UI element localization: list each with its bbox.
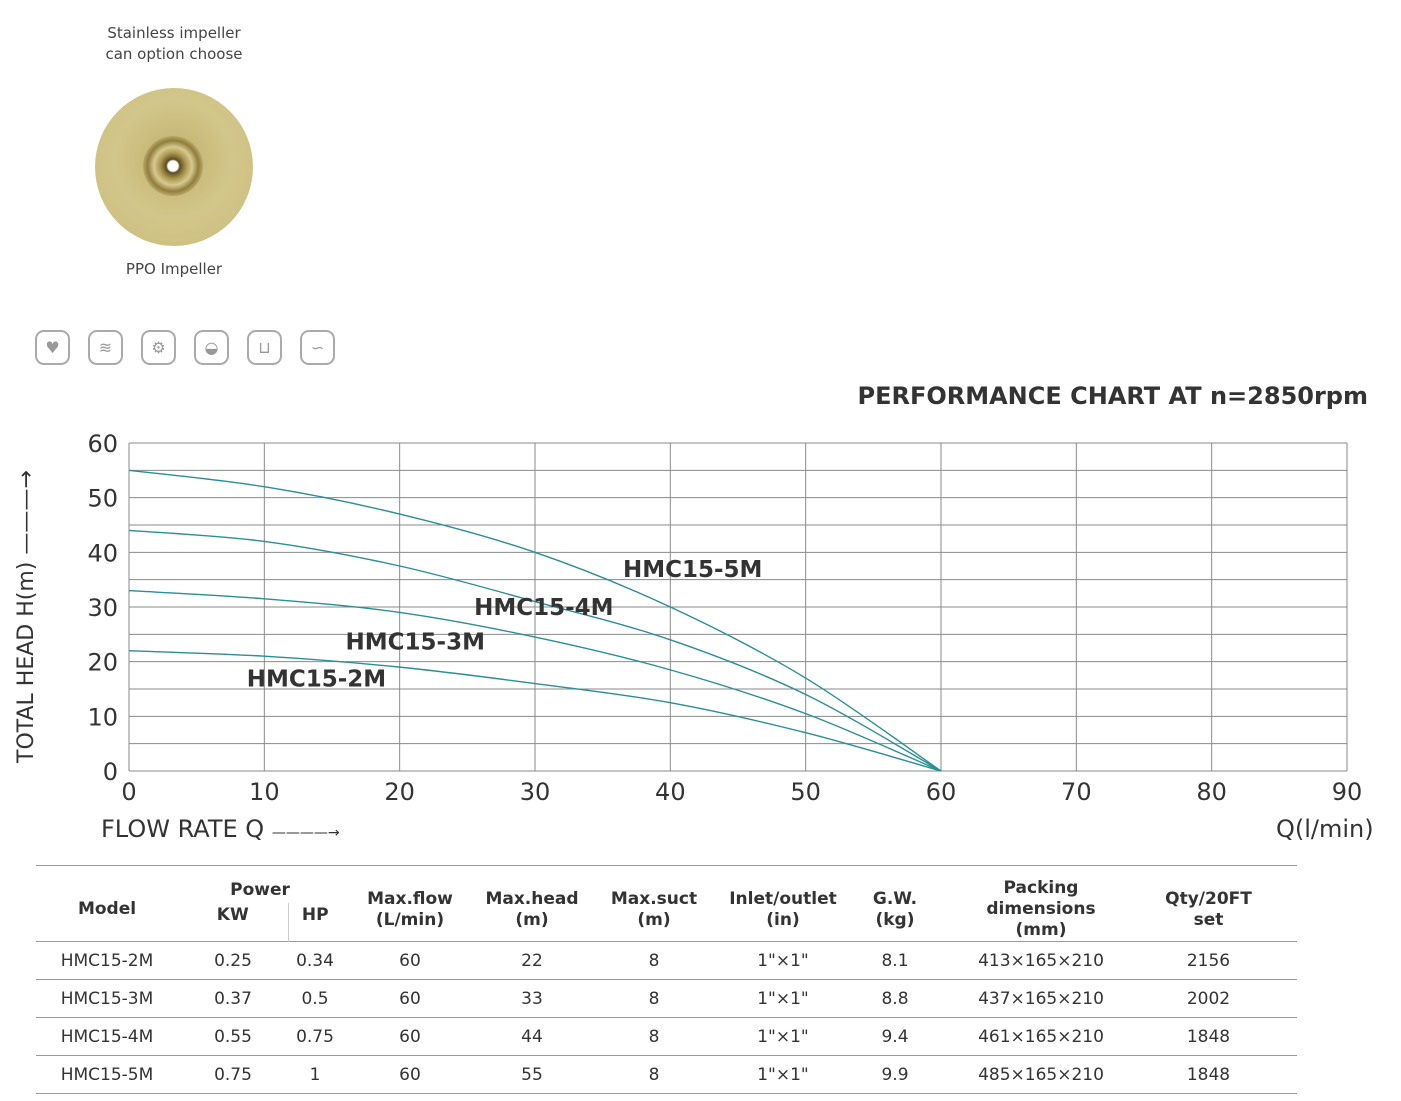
series-curve-hmc15-4m [128, 529, 942, 772]
header-flow: Max.flow (L/min) [367, 888, 453, 930]
table-cell: 44 [478, 1017, 586, 1056]
header-model: Model [77, 899, 137, 919]
y-tick-label: 30 [87, 594, 118, 622]
header-hp: HP [287, 902, 342, 942]
table-cell: 22 [478, 941, 586, 980]
y-tick-label: 50 [87, 485, 118, 513]
home-garden-icon: ♥ [35, 330, 70, 365]
caption-line-1: Stainless impeller [107, 24, 241, 42]
farm-field-icon: ≋ [88, 330, 123, 365]
table-cell: 1"×1" [722, 941, 844, 980]
table-cell: 8 [586, 1055, 722, 1094]
table-cell: 0.75 [288, 1017, 342, 1056]
chart-title: PERFORMANCE CHART AT n=2850rpm [857, 382, 1368, 410]
impeller-caption-bottom: PPO Impeller [125, 260, 223, 278]
table-cell: 60 [342, 1017, 478, 1056]
application-icons: ♥ ≋ ⚙ ◒ ⊔ ∽ [35, 330, 335, 365]
table-cell: HMC15-4M [36, 1017, 178, 1056]
x-tick-label: 70 [1061, 778, 1092, 806]
table-cell: 1"×1" [722, 1017, 844, 1056]
caption-line-2: can option choose [105, 45, 243, 63]
impeller-caption-top: Stainless impeller can option choose [74, 23, 274, 65]
table-cell: 0.37 [178, 979, 288, 1018]
x-tick-label: 30 [520, 778, 551, 806]
table-cell: 0.34 [288, 941, 342, 980]
table-cell: 461×165×210 [946, 1017, 1136, 1056]
table-cell: HMC15-3M [36, 979, 178, 1018]
table-cell: HMC15-2M [36, 941, 178, 980]
series-label: HMC15-4M [474, 595, 613, 621]
table-cell: 1"×1" [722, 979, 844, 1018]
table-cell: 437×165×210 [946, 979, 1136, 1018]
series-curve-hmc15-2m [128, 650, 942, 772]
table-cell: 1 [288, 1055, 342, 1094]
table-cell: 60 [342, 941, 478, 980]
wheelbarrow-icon: ◒ [194, 330, 229, 365]
table-cell: 485×165×210 [946, 1055, 1136, 1094]
y-tick-label: 10 [87, 703, 118, 731]
table-cell: 1848 [1136, 1055, 1281, 1094]
header-power: Power [230, 879, 290, 900]
table-cell: 33 [478, 979, 586, 1018]
y-tick-label: 40 [87, 539, 118, 567]
table-row: HMC15-4M 0.55 0.75 60 44 8 1"×1" 9.4 461×165×210… [36, 1017, 1297, 1056]
header-gw: G.W. (kg) [872, 888, 918, 930]
water-tank-icon: ⊔ [247, 330, 282, 365]
x-tick-label: 90 [1332, 778, 1363, 806]
table-cell: 2156 [1136, 941, 1281, 980]
series-label: HMC15-3M [346, 630, 485, 656]
table-cell: 8 [586, 941, 722, 980]
table-cell: 1848 [1136, 1017, 1281, 1056]
table-cell: 55 [478, 1055, 586, 1094]
y-tick-label: 0 [103, 758, 118, 786]
header-qty: Qty/20FT set [1165, 888, 1252, 930]
header-head: Max.head (m) [485, 888, 579, 930]
x-axis-unit: Q(l/min) [1276, 815, 1374, 843]
water-pipe-icon: ∽ [300, 330, 335, 365]
performance-chart: 0 10 20 30 40 50 60 70 80 90 0 10 20 30 40 50 60 HMC15-5M… [87, 430, 1363, 806]
table-cell: 2002 [1136, 979, 1281, 1018]
impeller-hub [143, 136, 203, 196]
series-curve-hmc15-3m [128, 589, 942, 772]
table-cell: 8 [586, 979, 722, 1018]
gears-icon: ⚙ [141, 330, 176, 365]
x-tick-label: 0 [121, 778, 136, 806]
x-tick-label: 50 [790, 778, 821, 806]
header-pack: Packing dimensions (mm) [986, 878, 1096, 940]
table-cell: 8.1 [844, 941, 946, 980]
header-kw: KW [216, 904, 249, 925]
table-cell: 8 [586, 1017, 722, 1056]
table-cell: 9.9 [844, 1055, 946, 1094]
x-axis-label-text: FLOW RATE Q [101, 815, 265, 843]
spec-table: Model Power Max.flow (L/min) Max.head (m) … [36, 865, 1297, 1094]
x-tick-label: 60 [926, 778, 957, 806]
table-cell: 0.25 [178, 941, 288, 980]
table-cell: 60 [342, 979, 478, 1018]
table-cell: 60 [342, 1055, 478, 1094]
x-tick-label: 80 [1196, 778, 1227, 806]
y-tick-label: 60 [87, 430, 118, 458]
series-label: HMC15-2M [247, 666, 386, 692]
table-cell: 9.4 [844, 1017, 946, 1056]
series-label: HMC15-5M [623, 557, 762, 583]
table-cell: 8.8 [844, 979, 946, 1018]
table-row: HMC15-5M 0.75 1 60 55 8 1"×1" 9.9 485×165×210 184… [36, 1055, 1297, 1094]
series-curve-hmc15-5m [128, 469, 942, 772]
table-cell: HMC15-5M [36, 1055, 178, 1094]
table-cell: 1"×1" [722, 1055, 844, 1094]
table-cell: 0.5 [288, 979, 342, 1018]
table-cell: 0.55 [178, 1017, 288, 1056]
table-row: HMC15-3M 0.37 0.5 60 33 8 1"×1" 8.8 437×165×210 2… [36, 979, 1297, 1018]
x-tick-label: 40 [655, 778, 686, 806]
header-suct: Max.suct (m) [610, 888, 698, 930]
x-axis-label: FLOW RATE Q ————→ [101, 815, 340, 843]
x-tick-label: 20 [384, 778, 415, 806]
table-cell: 0.75 [178, 1055, 288, 1094]
header-inlet: Inlet/outlet (in) [729, 888, 837, 930]
table-row: HMC15-2M 0.25 0.34 60 22 8 1"×1" 8.1 413×165×210… [36, 941, 1297, 980]
y-tick-label: 20 [87, 649, 118, 677]
impeller-image [95, 88, 253, 246]
x-tick-label: 10 [249, 778, 280, 806]
table-cell: 413×165×210 [946, 941, 1136, 980]
